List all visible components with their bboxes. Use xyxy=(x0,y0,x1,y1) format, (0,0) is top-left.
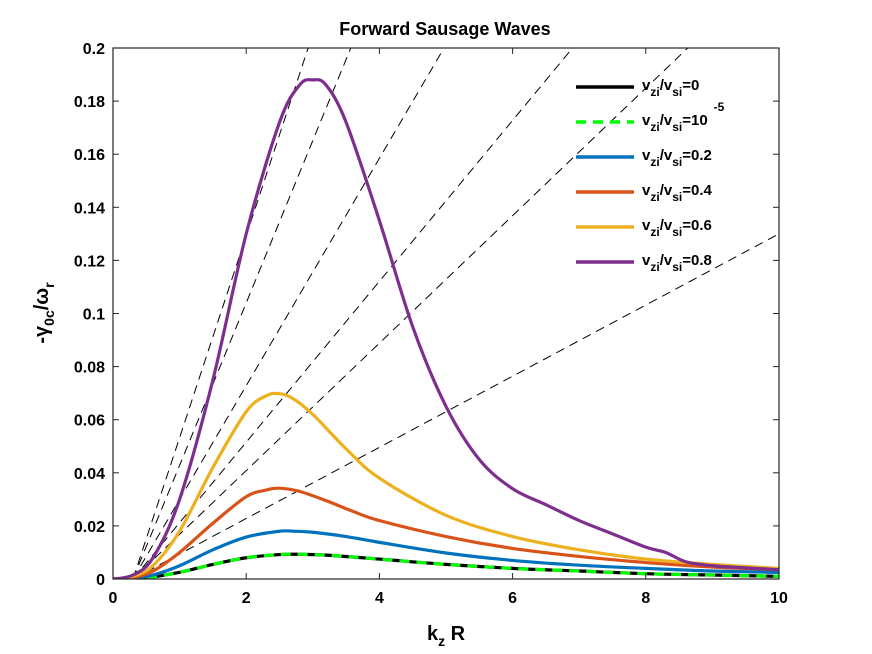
series-line-1 xyxy=(113,552,779,579)
series-line-4 xyxy=(113,391,779,579)
legend-entry-2: vzi/vsi=0.2 xyxy=(642,147,712,169)
reference-line-1 xyxy=(132,48,689,579)
chart-title: Forward Sausage Waves xyxy=(339,19,550,39)
y-tick-label: 0.18 xyxy=(74,94,105,111)
x-tick-label: 10 xyxy=(770,590,788,607)
y-axis-ticks: 0 0.02 0.04 0.06 0.08 0.1 0.12 0.14 0.16 0.18 0.2 xyxy=(74,41,779,589)
x-tick-label: 2 xyxy=(242,590,251,607)
y-tick-label: 0.16 xyxy=(74,147,105,164)
y-tick-label: 0.08 xyxy=(74,360,105,377)
legend-entry-5: vzi/vsi=0.8 xyxy=(642,252,712,274)
series-lines xyxy=(113,78,779,579)
series-line-5 xyxy=(113,78,779,579)
y-tick-label: 0.06 xyxy=(74,413,105,430)
y-tick-label: 0 xyxy=(96,572,105,589)
reference-line-5 xyxy=(132,48,309,579)
x-axis-ticks: 0 2 4 6 8 10 xyxy=(109,48,788,607)
reference-line-3 xyxy=(132,48,445,579)
y-tick-label: 0.02 xyxy=(74,519,105,536)
reference-lines xyxy=(132,48,779,579)
y-tick-label: 0.2 xyxy=(83,41,105,58)
y-tick-label: 0.14 xyxy=(74,200,105,217)
x-axis-label: kz R xyxy=(427,623,466,649)
legend-entry-0: vzi/vsi=0 xyxy=(642,77,699,99)
reference-line-4 xyxy=(132,48,352,579)
x-tick-label: 0 xyxy=(109,590,118,607)
legend-entry-4: vzi/vsi=0.6 xyxy=(642,217,712,239)
x-tick-label: 6 xyxy=(508,590,517,607)
series-line-2 xyxy=(113,529,779,579)
reference-line-0 xyxy=(132,233,779,579)
legend-entry-1: vzi/vsi=10-5 xyxy=(642,100,725,134)
y-tick-label: 0.12 xyxy=(74,253,105,270)
x-tick-label: 8 xyxy=(641,590,650,607)
x-tick-label: 4 xyxy=(375,590,384,607)
plot-area: 0 2 4 6 8 10 0 0.02 0.04 0.06 0.08 0.1 0.12 0.14 0.16… xyxy=(74,41,788,607)
reference-line-2 xyxy=(132,48,573,579)
y-tick-label: 0.04 xyxy=(74,466,105,483)
y-axis-label: -γ0c/ωr xyxy=(31,282,57,344)
y-tick-label: 0.1 xyxy=(83,307,105,324)
legend-entry-3: vzi/vsi=0.4 xyxy=(642,182,712,204)
series-line-3 xyxy=(113,486,779,579)
